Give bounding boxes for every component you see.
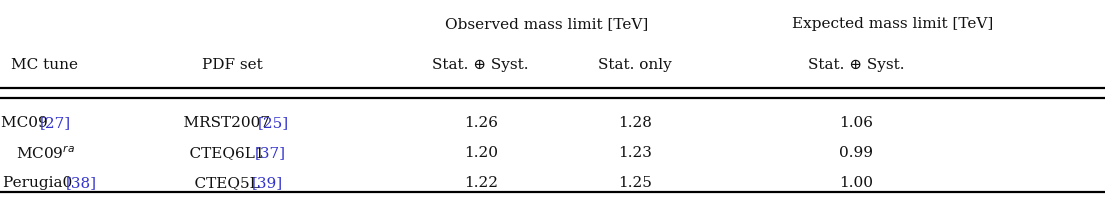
Text: Stat. ⊕ Syst.: Stat. ⊕ Syst. bbox=[808, 58, 905, 72]
Text: 1.28: 1.28 bbox=[619, 116, 652, 130]
Text: [37]: [37] bbox=[254, 147, 286, 160]
Text: 1.06: 1.06 bbox=[840, 116, 873, 130]
Text: 1.22: 1.22 bbox=[464, 176, 497, 190]
Text: [39]: [39] bbox=[252, 176, 283, 190]
Text: Perugia0: Perugia0 bbox=[2, 176, 76, 190]
Text: CTEQ6L1: CTEQ6L1 bbox=[169, 147, 270, 160]
Text: 1.26: 1.26 bbox=[464, 116, 497, 130]
Text: 0.99: 0.99 bbox=[840, 147, 873, 160]
Text: [38]: [38] bbox=[65, 176, 96, 190]
Text: CTEQ5L: CTEQ5L bbox=[175, 176, 264, 190]
Text: Observed mass limit [TeV]: Observed mass limit [TeV] bbox=[445, 17, 649, 31]
Text: 1.25: 1.25 bbox=[619, 176, 652, 190]
Text: MC09: MC09 bbox=[1, 116, 53, 130]
Text: 1.23: 1.23 bbox=[619, 147, 652, 160]
Text: [25]: [25] bbox=[257, 116, 288, 130]
Text: Expected mass limit [TeV]: Expected mass limit [TeV] bbox=[792, 17, 993, 31]
Text: Stat. ⊕ Syst.: Stat. ⊕ Syst. bbox=[432, 58, 529, 72]
Text: [27]: [27] bbox=[40, 116, 71, 130]
Text: MC09$^{ra}$: MC09$^{ra}$ bbox=[17, 145, 75, 162]
Text: PDF set: PDF set bbox=[202, 58, 262, 72]
Text: 1.20: 1.20 bbox=[464, 147, 497, 160]
Text: Stat. only: Stat. only bbox=[599, 58, 672, 72]
Text: MRST2007: MRST2007 bbox=[164, 116, 275, 130]
Text: MC tune: MC tune bbox=[11, 58, 78, 72]
Text: 1.00: 1.00 bbox=[840, 176, 873, 190]
